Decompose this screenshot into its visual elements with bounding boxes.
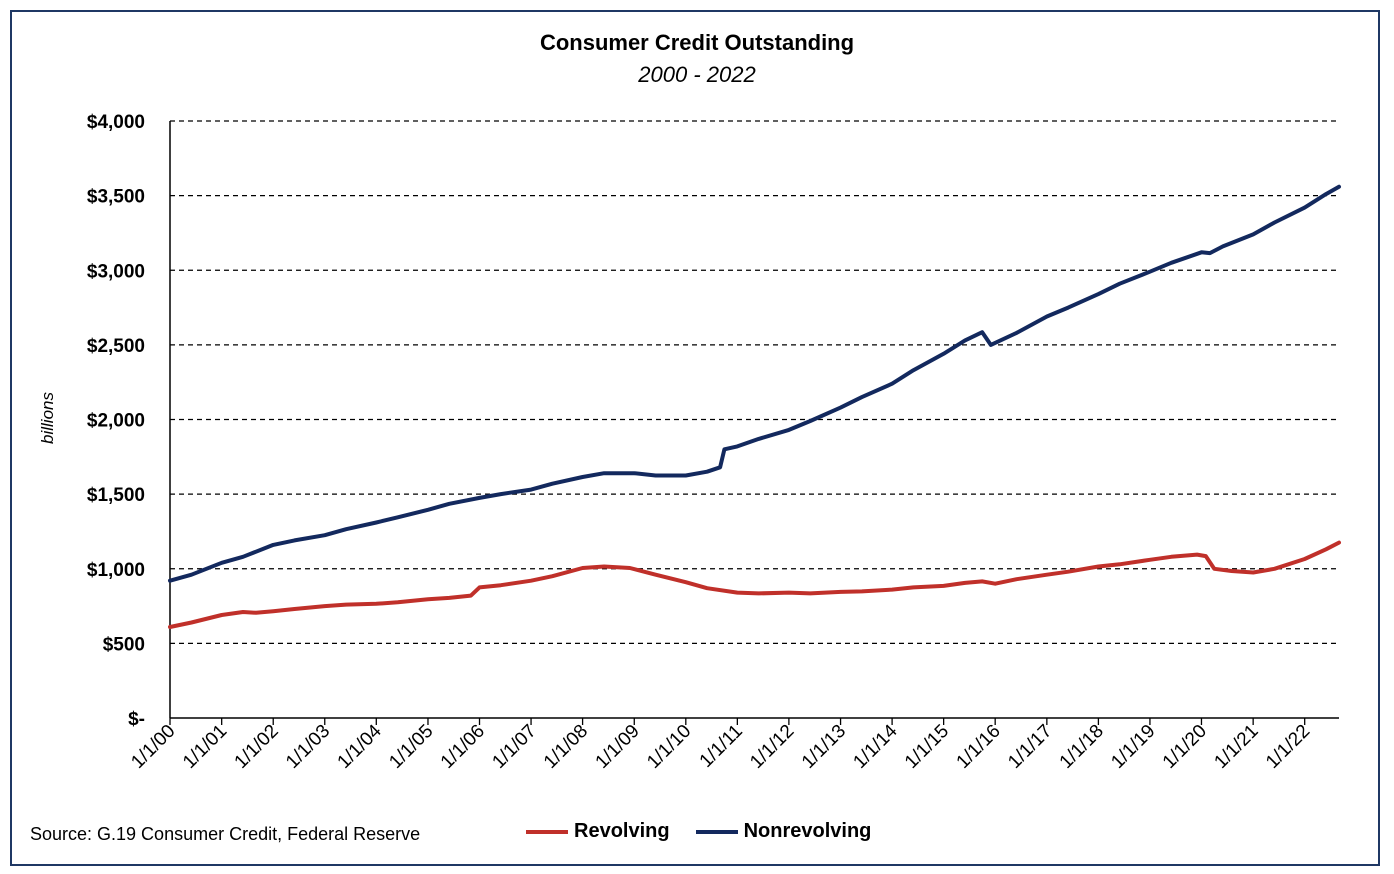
y-tick-label-8: $4,000 [87, 112, 145, 133]
source-note: Source: G.19 Consumer Credit, Federal Re… [30, 824, 421, 844]
y-tick-label-3: $1,500 [87, 485, 145, 506]
chart-subtitle: 2000 - 2022 [638, 62, 756, 87]
y-tick-label-2: $1,000 [87, 560, 145, 581]
y-tick-label-5: $2,500 [87, 336, 145, 357]
x-tick-label-12: 1/1/12 [746, 721, 798, 773]
y-tick-label-4: $2,000 [87, 411, 145, 432]
legend-item-revolving: Revolving [526, 820, 670, 843]
x-tick-label-5: 1/1/05 [385, 721, 437, 773]
chart-frame [10, 10, 1380, 866]
legend-item-nonrevolving: Nonrevolving [695, 820, 872, 843]
x-tick-label-22: 1/1/22 [1262, 721, 1314, 773]
x-tick-label-1: 1/1/01 [179, 721, 231, 773]
x-tick-label-9: 1/1/09 [592, 721, 644, 773]
x-tick-label-17: 1/1/17 [1004, 721, 1056, 773]
series-line-revolving [168, 540, 1341, 629]
x-tick-label-2: 1/1/02 [231, 721, 283, 773]
x-tick-label-11: 1/1/11 [696, 721, 747, 772]
x-tick-label-20: 1/1/20 [1159, 721, 1211, 773]
series-line-nonrevolving [168, 184, 1341, 583]
y-tick-label-7: $3,500 [87, 187, 145, 208]
chart-title: Consumer Credit Outstanding [539, 30, 855, 55]
axes [169, 121, 1339, 725]
x-tick-label-18: 1/1/18 [1056, 721, 1108, 773]
x-tick-label-4: 1/1/04 [334, 720, 387, 773]
y-tick-labels: $- $500 $1,000 $1,500 $2,000 $2,500 $3,000 $3,5… [87, 112, 145, 730]
y-tick-label-1: $500 [103, 634, 145, 655]
legend-label-nonrevolving: Nonrevolving [743, 820, 872, 842]
y-tick-label-6: $3,000 [87, 261, 145, 282]
legend-label-revolving: Revolving [574, 820, 670, 842]
x-tick-label-6: 1/1/06 [437, 721, 489, 773]
x-tick-label-3: 1/1/03 [282, 721, 334, 773]
legend: Revolving Nonrevolving [526, 820, 897, 843]
gridlines [170, 120, 1339, 645]
x-tick-labels: 1/1/00 1/1/01 1/1/02 1/1/03 1/1/04 1/1/05 1/1/… [127, 720, 1314, 773]
legend-swatch-revolving [526, 829, 568, 834]
x-tick-label-19: 1/1/19 [1107, 721, 1159, 773]
x-tick-label-7: 1/1/07 [488, 721, 540, 773]
x-tick-label-21: 1/1/21 [1210, 721, 1262, 773]
legend-swatch-nonrevolving [695, 829, 738, 834]
x-tick-label-16: 1/1/16 [953, 721, 1005, 773]
y-tick-label-0: $- [128, 709, 145, 730]
x-tick-label-14: 1/1/14 [849, 720, 902, 773]
x-tick-label-13: 1/1/13 [798, 721, 850, 773]
x-tick-label-15: 1/1/15 [901, 721, 953, 773]
series-lines [168, 184, 1341, 629]
x-tick-label-8: 1/1/08 [540, 721, 592, 773]
x-tick-label-10: 1/1/10 [643, 721, 695, 773]
